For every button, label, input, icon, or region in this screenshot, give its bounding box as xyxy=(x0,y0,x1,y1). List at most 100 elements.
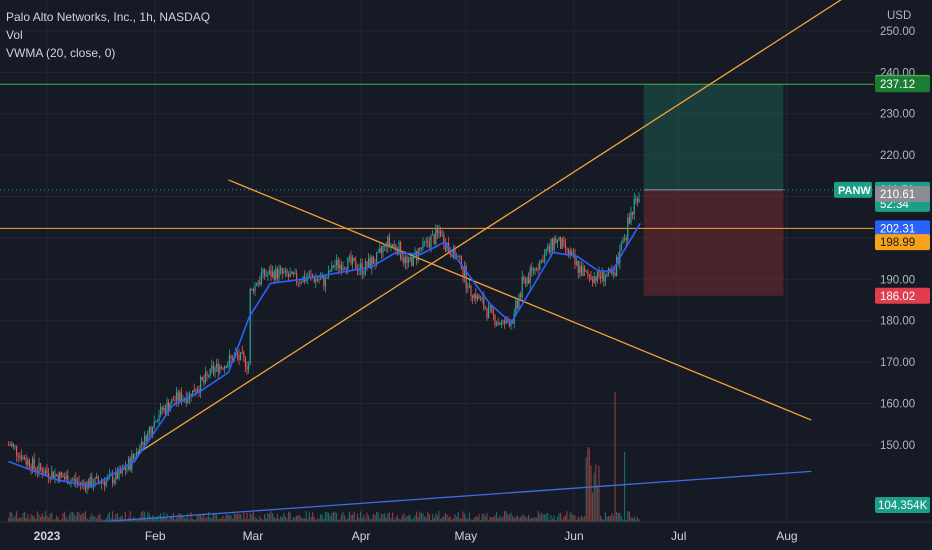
volume-bar xyxy=(454,514,456,522)
volume-bar xyxy=(390,517,392,522)
candle-body xyxy=(534,268,536,271)
candle-body xyxy=(132,454,135,459)
volume-bar xyxy=(48,517,50,522)
candle-body xyxy=(539,260,541,270)
time-tick-label: Apr xyxy=(352,529,371,543)
volume-bar xyxy=(424,516,426,522)
candle-body xyxy=(612,272,615,274)
candle-body xyxy=(508,320,511,327)
volume-bar xyxy=(472,519,474,522)
volume-bar xyxy=(422,513,424,522)
volume-bar xyxy=(174,519,176,522)
volume-bar xyxy=(278,518,280,522)
price-label: 237.12 xyxy=(880,79,915,91)
candle-body xyxy=(148,427,151,433)
volume-bar xyxy=(510,512,512,522)
volume-bar xyxy=(496,511,498,522)
candle-body xyxy=(280,268,282,270)
volume-bar xyxy=(364,519,367,522)
candle-body xyxy=(484,307,487,309)
candle-body xyxy=(342,267,344,271)
candle-body xyxy=(372,256,375,264)
candle-body xyxy=(243,352,245,358)
volume-bar xyxy=(440,519,442,522)
candle-body xyxy=(470,285,472,296)
volume-bar xyxy=(395,517,397,522)
candle-body xyxy=(628,217,631,224)
price-label: 210.61 xyxy=(880,189,915,201)
volume-bar xyxy=(443,516,445,522)
volume-bar xyxy=(340,514,343,522)
candle-body xyxy=(502,320,504,323)
volume-bar xyxy=(193,519,195,522)
candle-body xyxy=(632,211,634,215)
vwma-line xyxy=(8,222,641,488)
legend-vwma[interactable]: VWMA (20, close, 0) xyxy=(6,46,116,60)
candle-body xyxy=(30,465,32,471)
volume-bar xyxy=(41,513,43,522)
candle-body xyxy=(523,276,525,280)
candle-body xyxy=(177,392,179,401)
volume-bar xyxy=(556,516,559,522)
volume-bar xyxy=(396,515,399,522)
candle-body xyxy=(73,478,75,481)
volume-bar xyxy=(342,511,344,522)
volume-bar xyxy=(214,513,216,522)
volume-bar xyxy=(633,516,635,522)
volume-bar xyxy=(345,519,347,522)
candle-body xyxy=(284,269,287,272)
candle-body xyxy=(348,256,351,258)
volume-bar xyxy=(137,519,139,522)
volume-bar xyxy=(156,516,159,522)
candle-body xyxy=(166,402,168,415)
volume-bar xyxy=(476,517,479,522)
candle-body xyxy=(505,318,507,324)
volume-bar xyxy=(384,513,386,522)
candle-body xyxy=(139,445,141,454)
candle-body xyxy=(219,366,221,373)
candle-body xyxy=(531,267,533,272)
volume-bar xyxy=(36,511,39,522)
volume-bar xyxy=(161,517,163,522)
candle-body xyxy=(499,323,501,325)
candle-body xyxy=(192,390,194,397)
volume-bar xyxy=(507,514,509,522)
legend-volume[interactable]: Vol xyxy=(6,28,23,42)
candle-body xyxy=(540,259,543,261)
volume-bar xyxy=(116,513,119,522)
time-axis[interactable]: 2023 Feb Mar Apr May Jun Jul Aug xyxy=(0,521,932,550)
volume-bar xyxy=(499,515,501,522)
volume-bar xyxy=(187,513,189,522)
volume-bar xyxy=(8,517,10,522)
volume-bar xyxy=(110,518,112,522)
candle-body xyxy=(380,247,383,253)
volume-bar xyxy=(355,519,357,522)
volume-bar xyxy=(451,519,453,522)
candle-body xyxy=(131,454,133,470)
volume-bar xyxy=(412,518,415,522)
candle-body xyxy=(204,372,207,383)
candle-body xyxy=(595,276,597,282)
volume-bar xyxy=(260,518,263,522)
volume-bar xyxy=(497,517,499,522)
candle-body xyxy=(19,455,21,457)
volume-bar xyxy=(153,516,155,522)
chart-legend: Palo Alto Networks, Inc., 1h, NASDAQ Vol… xyxy=(6,8,210,62)
volume-bar xyxy=(254,516,256,522)
candle-body xyxy=(316,279,319,281)
volume-bar xyxy=(204,518,207,522)
candle-body xyxy=(136,452,138,457)
legend-title[interactable]: Palo Alto Networks, Inc., 1h, NASDAQ xyxy=(6,10,211,24)
volume-bar xyxy=(585,457,587,522)
candle-body xyxy=(112,474,114,484)
volume-bar xyxy=(43,516,45,522)
volume-bar xyxy=(220,518,223,522)
candle-body xyxy=(392,244,394,247)
volume-bar xyxy=(169,515,171,522)
candle-body xyxy=(209,368,211,377)
candle-body xyxy=(537,269,539,271)
volume-bar xyxy=(606,516,608,522)
price-tick-label: 250.00 xyxy=(880,26,915,38)
volume-bar xyxy=(217,518,219,522)
